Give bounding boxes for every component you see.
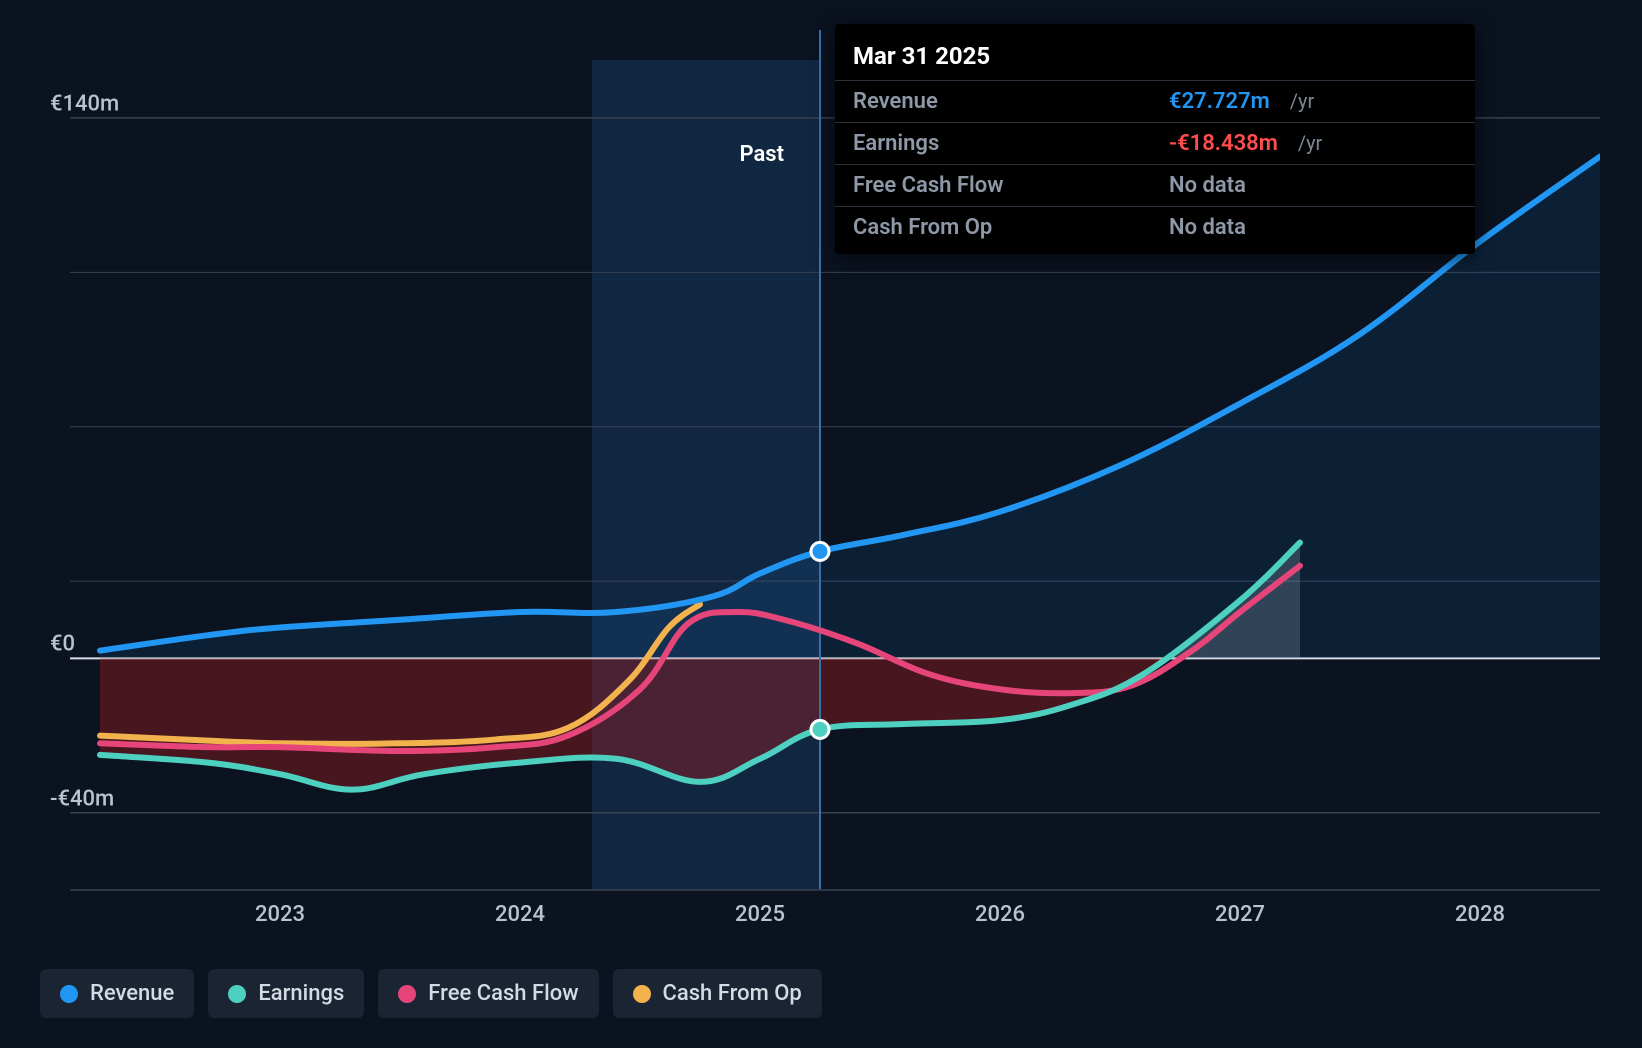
tooltip-row-value: €27.727m — [1169, 89, 1270, 114]
y-tick-label: -€40m — [50, 786, 114, 811]
y-tick-label: €140m — [50, 91, 119, 116]
legend-item-revenue[interactable]: Revenue — [40, 969, 194, 1018]
tooltip-row-value: No data — [1169, 215, 1246, 240]
y-tick-label: €0 — [50, 632, 75, 657]
tooltip-row-value: -€18.438m — [1169, 131, 1278, 156]
section-label-past: Past — [739, 142, 784, 167]
tooltip-row: Free Cash Flow No data — [835, 165, 1475, 207]
legend-dot-icon — [228, 985, 246, 1003]
legend-label: Earnings — [258, 981, 344, 1006]
tooltip-row-value: No data — [1169, 173, 1246, 198]
tooltip-title: Mar 31 2025 — [835, 30, 1475, 81]
tooltip-row-label: Revenue — [853, 89, 1153, 114]
tooltip-row: Cash From Op No data — [835, 207, 1475, 248]
tooltip: Mar 31 2025 Revenue €27.727m/yr Earnings -€… — [835, 24, 1475, 254]
legend-dot-icon — [398, 985, 416, 1003]
tooltip-row: Earnings -€18.438m/yr — [835, 123, 1475, 165]
x-tick-label: 2027 — [1215, 902, 1265, 927]
x-tick-label: 2024 — [495, 902, 545, 927]
tooltip-row: Revenue €27.727m/yr — [835, 81, 1475, 123]
legend-dot-icon — [633, 985, 651, 1003]
tooltip-row-unit: /yr — [1290, 89, 1315, 113]
x-tick-label: 2023 — [255, 902, 305, 927]
legend-item-fcf[interactable]: Free Cash Flow — [378, 969, 598, 1018]
x-tick-label: 2025 — [735, 902, 785, 927]
legend-item-earnings[interactable]: Earnings — [208, 969, 364, 1018]
x-tick-label: 2026 — [975, 902, 1025, 927]
tooltip-row-unit: /yr — [1298, 131, 1323, 155]
legend-label: Cash From Op — [663, 981, 802, 1006]
x-tick-label: 2028 — [1455, 902, 1505, 927]
legend-label: Revenue — [90, 981, 174, 1006]
tooltip-row-label: Free Cash Flow — [853, 173, 1153, 198]
legend-label: Free Cash Flow — [428, 981, 578, 1006]
tooltip-row-label: Cash From Op — [853, 215, 1153, 240]
legend-item-cfo[interactable]: Cash From Op — [613, 969, 822, 1018]
tooltip-row-label: Earnings — [853, 131, 1153, 156]
legend: Revenue Earnings Free Cash Flow Cash From O… — [40, 969, 822, 1018]
legend-dot-icon — [60, 985, 78, 1003]
